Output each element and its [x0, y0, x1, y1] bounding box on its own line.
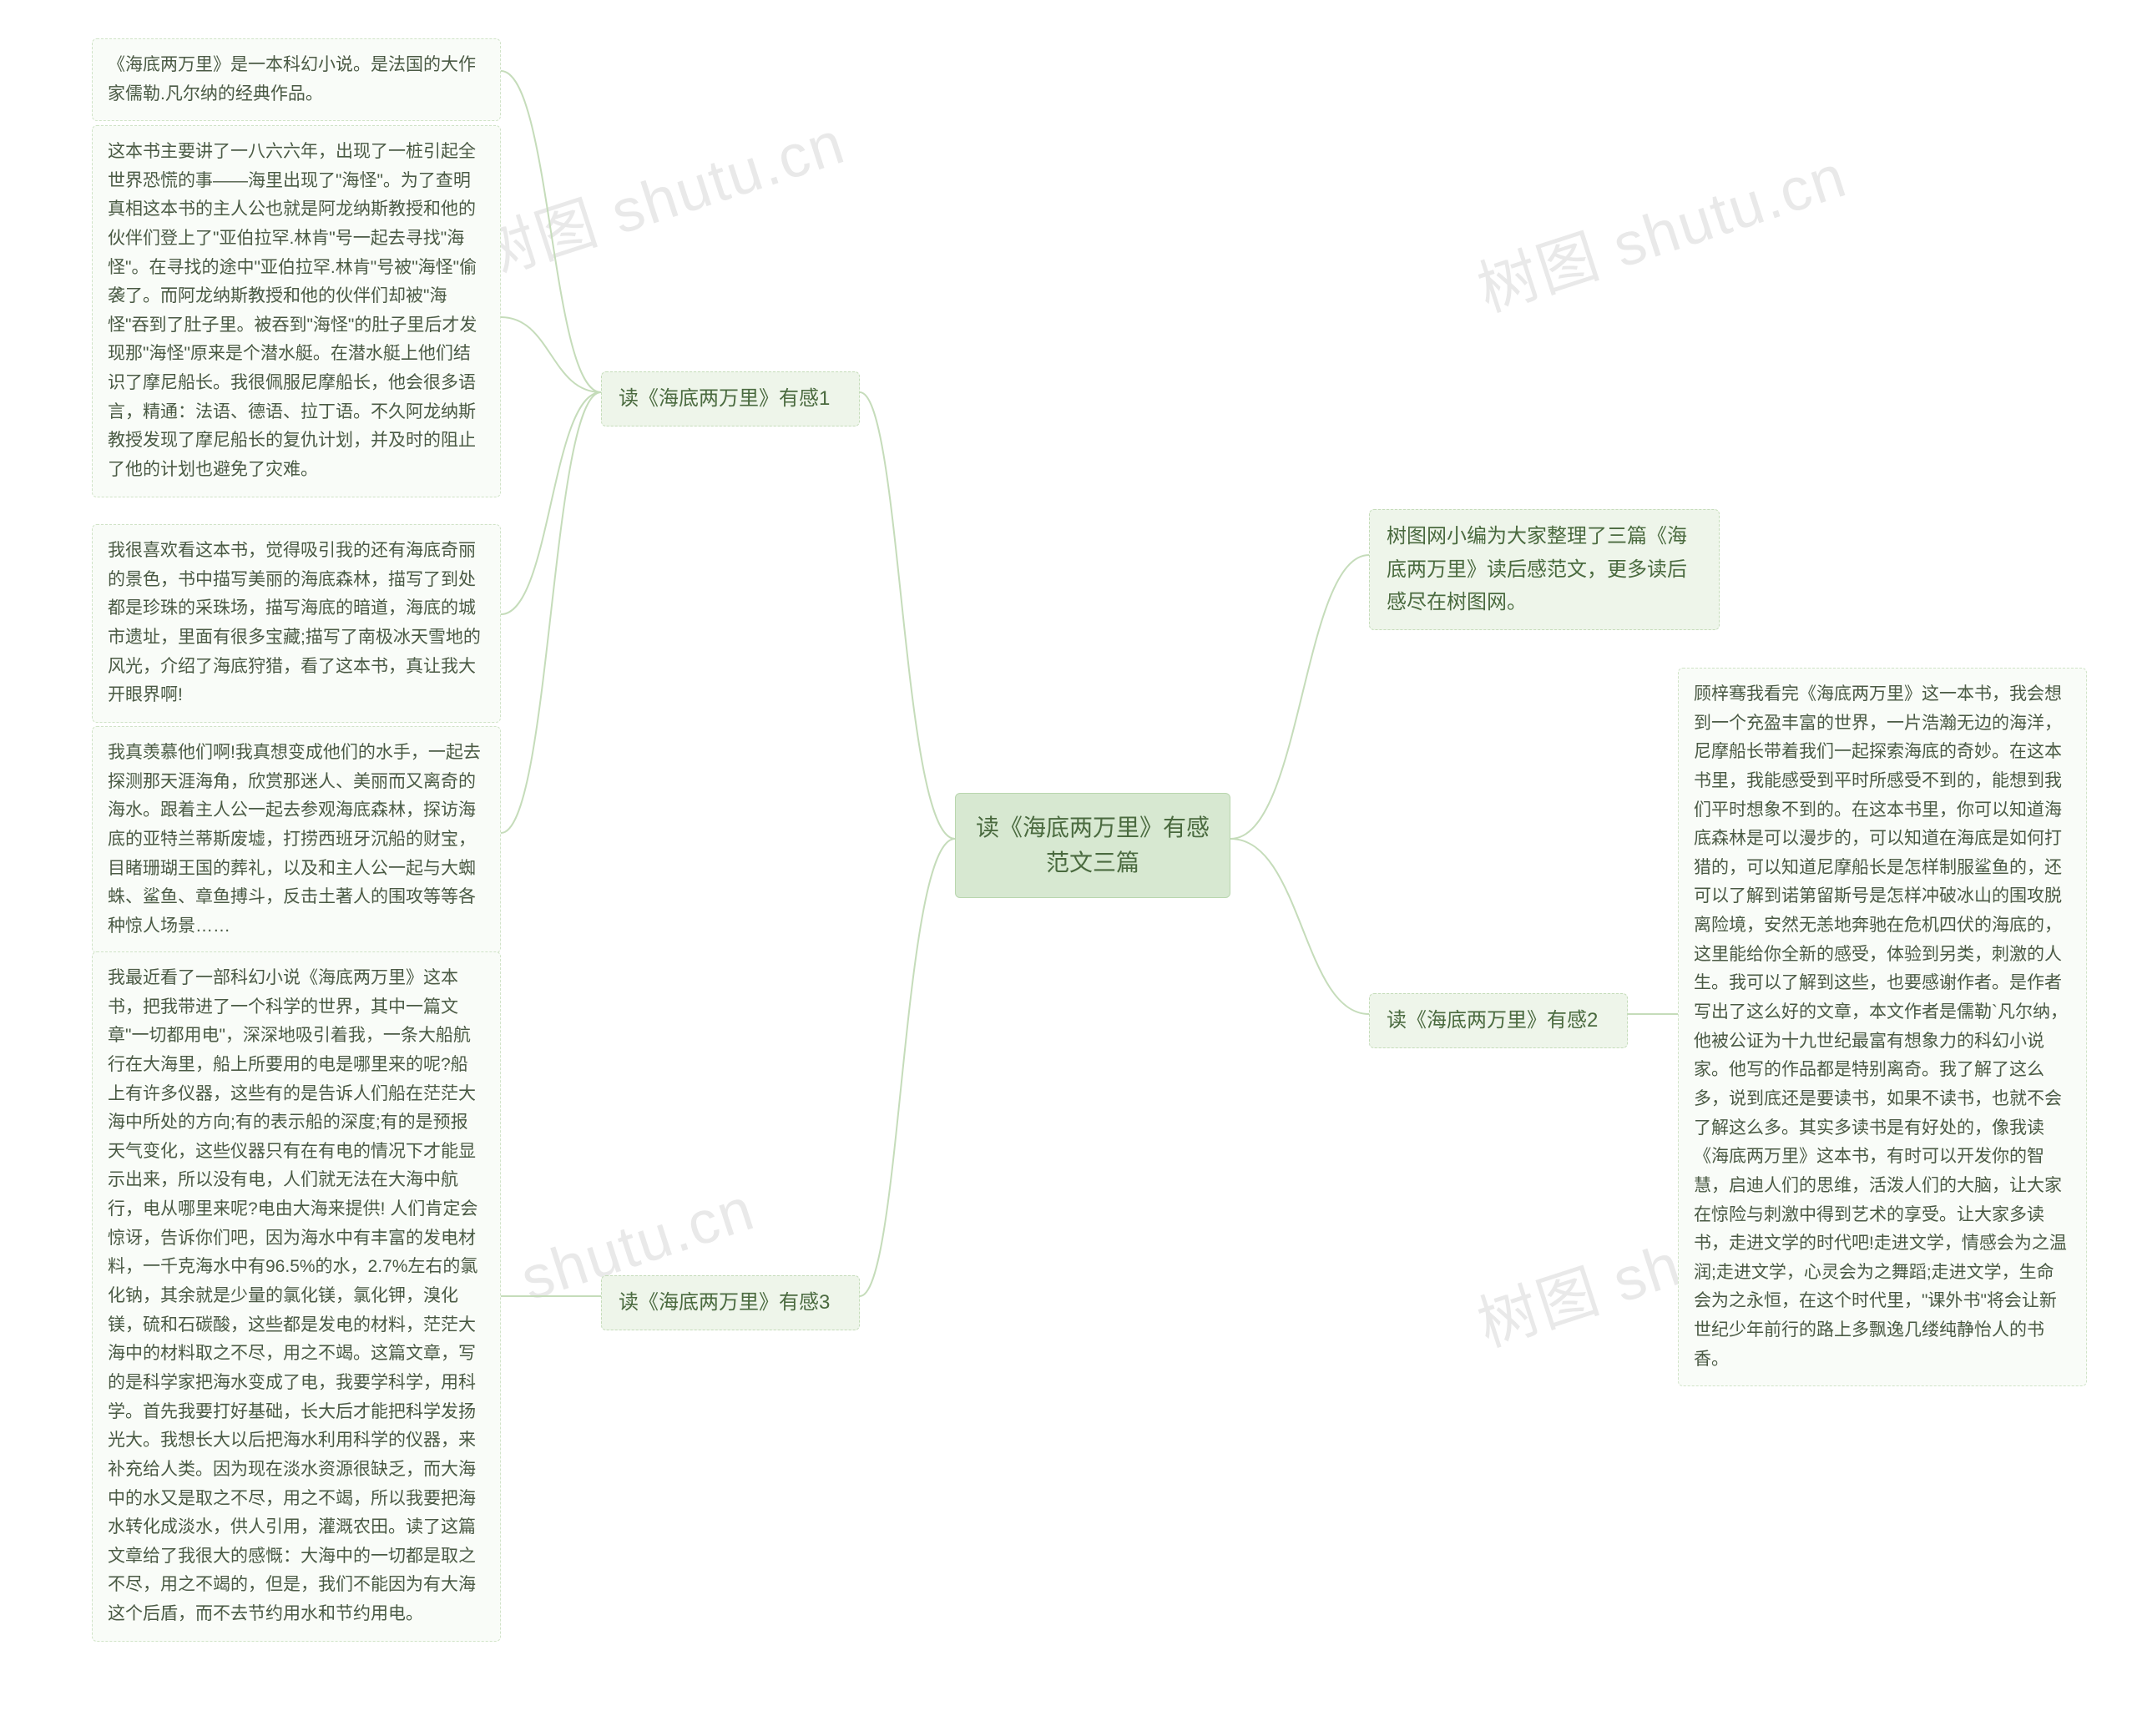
leaf-node[interactable]: 我很喜欢看这本书，觉得吸引我的还有海底奇丽的景色，书中描写美丽的海底森林，描写了…: [92, 524, 501, 723]
leaf-node[interactable]: 顾梓骞我看完《海底两万里》这一本书，我会想到一个充盈丰富的世界，一片浩瀚无边的海…: [1678, 668, 2087, 1386]
leaf-node[interactable]: 这本书主要讲了一八六六年，出现了一桩引起全世界恐慌的事——海里出现了"海怪"。为…: [92, 125, 501, 497]
branch-essay-3[interactable]: 读《海底两万里》有感3: [601, 1275, 860, 1330]
center-topic[interactable]: 读《海底两万里》有感范文三篇: [955, 793, 1230, 898]
watermark: 树图 shutu.cn: [463, 93, 854, 295]
branch-essay-2[interactable]: 读《海底两万里》有感2: [1369, 993, 1628, 1048]
branch-essay-1[interactable]: 读《海底两万里》有感1: [601, 371, 860, 426]
leaf-node[interactable]: 《海底两万里》是一本科幻小说。是法国的大作家儒勒.凡尔纳的经典作品。: [92, 38, 501, 121]
watermark: 树图 shutu.cn: [1465, 127, 1856, 328]
branch-intro[interactable]: 树图网小编为大家整理了三篇《海底两万里》读后感范文，更多读后感尽在树图网。: [1369, 509, 1720, 630]
leaf-node[interactable]: 我真羡慕他们啊!我真想变成他们的水手，一起去探测那天涯海角，欣赏那迷人、美丽而又…: [92, 726, 501, 953]
leaf-node[interactable]: 我最近看了一部科幻小说《海底两万里》这本书，把我带进了一个科学的世界，其中一篇文…: [92, 951, 501, 1642]
